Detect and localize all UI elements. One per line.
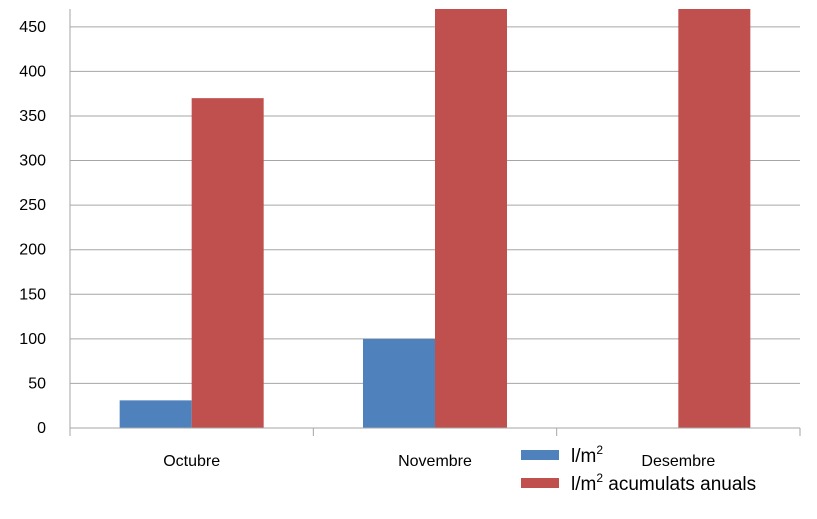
legend-label: l/m2 (571, 443, 603, 467)
bar-monthly (119, 400, 192, 428)
x-tick-labels: Octubre Novembre Desembre (163, 453, 715, 470)
y-tick-label: 350 (19, 108, 46, 125)
x-tick-label: Octubre (163, 453, 220, 470)
legend-swatch (521, 478, 559, 488)
y-tick-label: 50 (28, 375, 46, 392)
x-tick-label: Desembre (641, 453, 715, 470)
bar-monthly (363, 338, 435, 428)
y-tick-labels: 0 50 100 150 200 250 300 350 400 450 (19, 19, 46, 437)
legend-swatch (521, 450, 559, 460)
y-tick-label: 250 (19, 197, 46, 214)
axes (69, 9, 801, 436)
y-tick-label: 200 (19, 242, 46, 259)
legend-label: l/m2 acumulats anuals (571, 471, 756, 495)
y-tick-label: 0 (37, 420, 46, 437)
y-tick-label: 300 (19, 153, 46, 170)
bar-accumulated (191, 98, 264, 429)
legend: l/m2 l/m2 acumulats anuals (521, 443, 756, 495)
y-tick-label: 100 (19, 331, 46, 348)
bars (119, 9, 751, 429)
bar-accumulated (435, 9, 507, 428)
y-tick-label: 150 (19, 286, 46, 303)
x-tick-label: Novembre (398, 453, 472, 470)
y-tick-label: 450 (19, 19, 46, 36)
bar-accumulated (678, 9, 751, 428)
y-tick-label: 400 (19, 63, 46, 80)
